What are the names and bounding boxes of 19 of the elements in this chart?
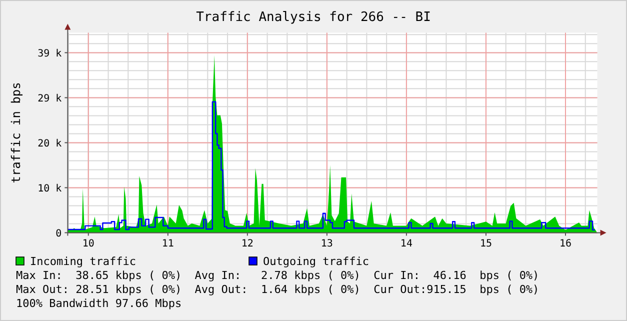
x-tick-label: 15 — [480, 238, 492, 250]
x-tick-label: 16 — [559, 238, 572, 250]
x-tick-label: 11 — [162, 238, 174, 250]
y-axis-title: traffic in bps — [9, 82, 23, 184]
y-tick-label: 29 k — [38, 94, 62, 105]
legend-label: Outgoing traffic — [263, 255, 369, 268]
y-tick-label: 39 k — [38, 48, 62, 60]
legend-label: Incoming traffic — [30, 255, 136, 268]
y-tick-label: 10 k — [38, 184, 62, 195]
text: Max Out: 28.51 kbps ( 0%) Avg Out: 1.64 kbps ( 0%) Cur Out:915.15 bps ( 0%) — [16, 283, 540, 296]
x-tick-label: 12 — [241, 238, 254, 250]
x-tick-label: 10 — [82, 238, 94, 250]
chart-title: Traffic Analysis for 266 -- BI — [196, 10, 431, 25]
text: Max In: 38.65 kbps ( 0%) Avg In: 2.78 kbps ( 0%) Cur In: 46.16 bps ( 0%) — [16, 269, 540, 282]
text: 100% Bandwidth 97.66 Mbps — [16, 297, 182, 310]
x-tick-label: 14 — [400, 238, 412, 250]
y-tick-label: 0 — [56, 228, 62, 240]
y-tick-label: 20 k — [38, 138, 62, 150]
x-tick-label: 13 — [320, 238, 333, 250]
